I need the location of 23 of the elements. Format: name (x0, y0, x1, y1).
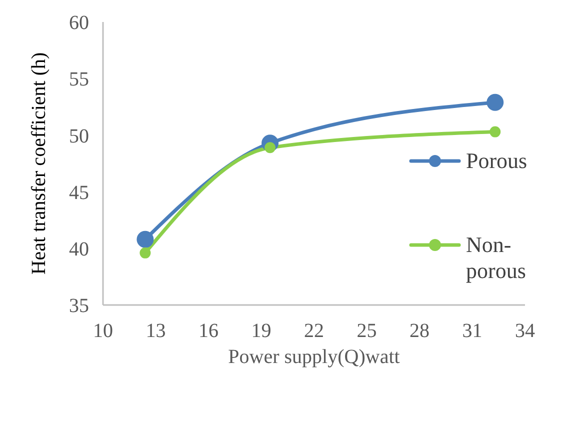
y-tick-label: 50 (69, 125, 89, 148)
point (490, 126, 501, 138)
legend-label: Porous (466, 148, 528, 174)
y-tick-label: 60 (69, 12, 89, 34)
y-tick-label: 40 (69, 238, 89, 260)
y-axis-title: Heat transfer coefficient (h) (28, 52, 50, 275)
y-tick-label: 45 (69, 182, 89, 204)
legend-label: Non-porous (466, 232, 527, 284)
point (136, 230, 154, 248)
point (486, 94, 504, 111)
x-axis-title: Power supply(Q)watt (228, 346, 400, 368)
x-tick-label: 16 (198, 320, 218, 342)
x-tick-label: 13 (146, 320, 166, 342)
point (140, 247, 151, 258)
x-tick-label: 10 (93, 320, 113, 342)
x-tick-label: 25 (356, 320, 377, 342)
x-tick-label: 22 (304, 320, 324, 342)
y-tick-label: 35 (69, 295, 89, 318)
y-tick-label: 55 (69, 68, 89, 91)
x-tick-label: 28 (410, 320, 430, 342)
x-tick-label: 31 (462, 320, 482, 342)
x-tick-label: 34 (515, 320, 535, 342)
x-tick-label: 19 (251, 320, 272, 342)
